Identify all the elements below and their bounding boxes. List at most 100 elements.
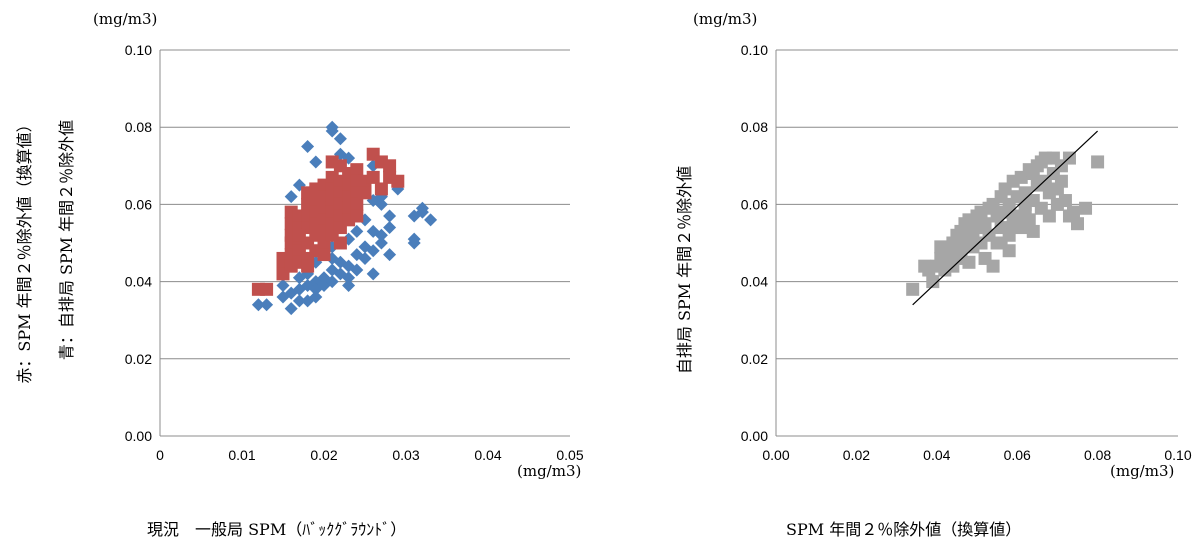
data-point-square bbox=[1026, 224, 1040, 238]
data-point-diamond bbox=[366, 244, 380, 258]
data-point-diamond bbox=[415, 201, 429, 215]
left-series-red bbox=[251, 147, 405, 296]
x-tick-label: 0 bbox=[156, 447, 164, 463]
data-point-diamond bbox=[325, 124, 339, 138]
data-point-diamond bbox=[276, 278, 290, 292]
data-point-square bbox=[1066, 205, 1080, 219]
y-tick-label: 0.02 bbox=[125, 351, 152, 367]
x-tick-label: 0.05 bbox=[556, 447, 583, 463]
x-tick-label: 0.06 bbox=[1004, 447, 1031, 463]
right-gridlines bbox=[776, 49, 1178, 360]
data-point-diamond bbox=[350, 263, 364, 277]
data-point-square bbox=[1058, 194, 1072, 208]
data-point-square bbox=[1026, 167, 1040, 181]
data-point-square bbox=[926, 275, 940, 289]
y-tick-label: 0.10 bbox=[125, 42, 152, 58]
data-point-square bbox=[1071, 217, 1084, 231]
right-x-tick-labels: 0.00 0.02 0.04 0.06 0.08 0.10 bbox=[762, 447, 1191, 463]
left-y-unit: (mg/m3) bbox=[93, 10, 157, 28]
data-point-square bbox=[366, 170, 380, 184]
data-point-square bbox=[333, 236, 347, 250]
data-point-square bbox=[383, 159, 397, 173]
right-y-tick-labels: 0.00 0.02 0.04 0.06 0.08 0.10 bbox=[741, 42, 768, 444]
x-tick-label: 0.10 bbox=[1164, 447, 1191, 463]
data-point-diamond bbox=[374, 236, 388, 250]
right-x-unit: (mg/m3) bbox=[1110, 462, 1174, 480]
data-point-diamond bbox=[292, 271, 306, 285]
y-tick-label: 0.08 bbox=[125, 119, 152, 135]
data-point-diamond bbox=[251, 298, 265, 312]
data-point-diamond bbox=[333, 132, 347, 146]
data-point-diamond bbox=[383, 248, 397, 262]
left-x-unit: (mg/m3) bbox=[517, 462, 581, 480]
data-point-diamond bbox=[383, 209, 397, 223]
x-tick-label: 0.08 bbox=[1084, 447, 1111, 463]
data-point-diamond bbox=[424, 213, 438, 227]
data-point-square bbox=[301, 259, 315, 273]
y-tick-label: 0.06 bbox=[741, 196, 768, 212]
data-point-square bbox=[350, 163, 364, 177]
data-point-diamond bbox=[366, 267, 380, 281]
y-tick-label: 0.08 bbox=[741, 119, 768, 135]
data-point-square bbox=[260, 282, 274, 296]
data-point-diamond bbox=[407, 232, 421, 246]
x-tick-label: 0.02 bbox=[310, 447, 337, 463]
data-point-diamond bbox=[284, 190, 298, 204]
data-point-diamond bbox=[309, 155, 323, 169]
data-point-square bbox=[954, 248, 968, 262]
y-tick-label: 0.04 bbox=[125, 274, 152, 290]
right-series-gray bbox=[906, 151, 1105, 296]
data-point-square bbox=[986, 259, 1000, 273]
data-point-diamond bbox=[366, 224, 380, 238]
x-tick-label: 0.04 bbox=[923, 447, 950, 463]
data-point-square bbox=[906, 282, 920, 296]
data-point-square bbox=[1018, 197, 1032, 211]
data-point-square bbox=[1091, 155, 1105, 169]
right-x-axis-title: SPM 年間２％除外値（換算値） bbox=[786, 520, 1021, 539]
data-point-diamond bbox=[292, 294, 306, 308]
right-trendline bbox=[912, 130, 1099, 306]
data-point-diamond bbox=[358, 251, 372, 265]
data-point-square bbox=[292, 228, 306, 242]
data-point-diamond bbox=[342, 278, 356, 292]
data-point-diamond bbox=[383, 221, 397, 235]
y-tick-label: 0.00 bbox=[125, 428, 152, 444]
y-tick-label: 0.10 bbox=[741, 42, 768, 58]
y-tick-label: 0.02 bbox=[741, 351, 768, 367]
data-point-square bbox=[1042, 209, 1056, 223]
x-tick-label: 0.00 bbox=[762, 447, 789, 463]
left-gridlines bbox=[160, 49, 570, 360]
data-point-square bbox=[1002, 244, 1016, 258]
data-point-diamond bbox=[342, 271, 356, 285]
left-y-axis-title-line1: 赤：SPM 年間２％除外値（換算値） bbox=[15, 116, 34, 383]
right-chart: 0.000.020.040.060.080.10 0.00 0.02 0.04 0.0… bbox=[675, 10, 1192, 539]
data-point-diamond bbox=[309, 290, 323, 304]
data-point-diamond bbox=[260, 298, 274, 312]
data-point-square bbox=[1054, 174, 1068, 188]
data-point-square bbox=[978, 217, 992, 231]
x-tick-label: 0.01 bbox=[228, 447, 255, 463]
x-tick-label: 0.02 bbox=[843, 447, 870, 463]
data-point-diamond bbox=[325, 275, 339, 289]
data-point-diamond bbox=[350, 224, 364, 238]
data-point-square bbox=[350, 209, 364, 223]
x-tick-label: 0.03 bbox=[392, 447, 419, 463]
left-x-axis-title: 現況 一般局 SPM（ﾊﾞｯｸｸﾞﾗｳﾝﾄﾞ） bbox=[147, 520, 406, 539]
left-x-tick-labels: 0 0.01 0.02 0.03 0.04 0.05 bbox=[156, 447, 584, 463]
data-point-square bbox=[1022, 213, 1036, 227]
data-point-square bbox=[374, 182, 388, 196]
data-point-square bbox=[391, 174, 405, 188]
data-point-diamond bbox=[301, 140, 315, 153]
data-point-square bbox=[350, 197, 364, 211]
right-y-unit: (mg/m3) bbox=[693, 10, 757, 28]
y-tick-label: 0.00 bbox=[741, 428, 768, 444]
data-point-diamond bbox=[284, 302, 298, 316]
data-point-diamond bbox=[374, 197, 388, 211]
data-point-square bbox=[1079, 201, 1093, 215]
data-point-square bbox=[358, 186, 372, 200]
right-y-axis-title: 自排局 SPM 年間２％除外値 bbox=[675, 166, 694, 374]
y-tick-label: 0.06 bbox=[125, 196, 152, 212]
x-tick-label: 0.04 bbox=[474, 447, 501, 463]
y-tick-label: 0.04 bbox=[741, 274, 768, 290]
